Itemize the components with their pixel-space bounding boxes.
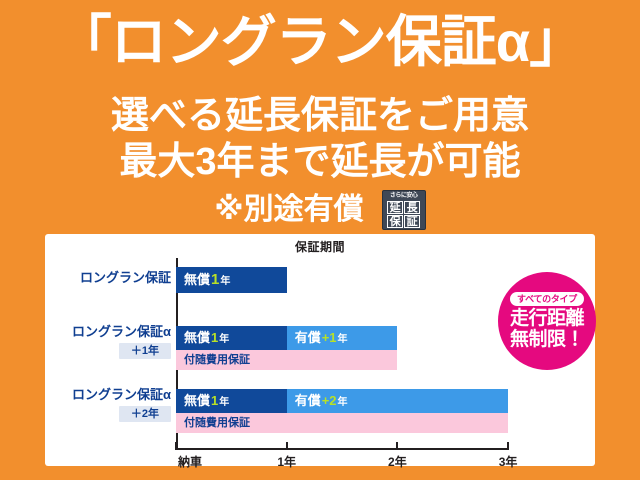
- chart-bar-label: 無償1年: [184, 392, 230, 408]
- x-axis-tick: [175, 442, 177, 450]
- chart-row-label: ロングラン保証α ＋1年: [51, 324, 171, 359]
- chart-bar-segment: 無償1年: [176, 267, 287, 293]
- stamp-cell: 保: [387, 215, 404, 228]
- chart-row-label: ロングラン保証: [51, 270, 171, 286]
- chart-bar-value: +2: [321, 392, 337, 408]
- badge-line: 無制限！: [509, 329, 585, 350]
- chart-bar-label: 有償+2年: [294, 392, 348, 408]
- subtitle-line-1: 選べる延長保証をご用意: [110, 95, 529, 137]
- stamp-top-label: さらに安心: [389, 193, 418, 199]
- stamp-cell: 証: [404, 215, 421, 228]
- badge-pill-label: すべてのタイプ: [510, 292, 584, 306]
- chart-bar-label: 無償1年: [184, 270, 231, 288]
- chart-bar-segment: 無償1年: [176, 326, 287, 350]
- chart-bar-unit: 年: [337, 333, 348, 345]
- extended-warranty-stamp-icon: さらに安心 延 長 保 証: [381, 190, 426, 230]
- chart-bar-value: +1: [321, 329, 337, 345]
- x-axis-tick-label: 納車: [178, 455, 203, 469]
- chart-row-label-main: ロングラン保証α: [72, 324, 171, 339]
- stamp-character-grid: 延 長 保 証: [387, 201, 421, 228]
- chart-bar-label: 無償1年: [184, 329, 230, 345]
- chart-bar-incidental: 付随費用保証: [176, 350, 398, 370]
- chart-bar-value: 1: [211, 329, 219, 345]
- chart-bar-segment: 無償1年: [176, 389, 287, 413]
- chart-title: 保証期間: [294, 240, 345, 254]
- stamp-cell: 長: [404, 201, 421, 214]
- chart-row-label-chip: ＋2年: [118, 406, 171, 422]
- chart-bar-unit: 年: [337, 396, 348, 408]
- x-axis-tick: [507, 442, 510, 450]
- badge-line: 走行距離: [509, 308, 585, 329]
- chart-bar-unit: 年: [220, 275, 231, 287]
- chart-row-label-main: ロングラン保証α: [72, 387, 171, 402]
- status-badge: すべてのタイプ 走行距離 無制限！: [498, 272, 596, 370]
- chart-bar-unit: 年: [219, 333, 230, 345]
- x-axis-tick: [285, 442, 288, 450]
- note-text: ※別途有償: [214, 193, 364, 226]
- chart-bar-value: 1: [211, 392, 219, 408]
- page-title: 「ロングラン保証α」: [55, 10, 585, 73]
- stamp-cell: 延: [387, 201, 404, 214]
- chart-bar-label: 有償+1年: [294, 329, 348, 345]
- note-row: ※別途有償 さらに安心 延 長 保 証: [0, 190, 640, 230]
- chart-bar-incidental-label: 付随費用保証: [184, 416, 250, 429]
- chart-bar-segment: 有償+2年: [286, 389, 509, 413]
- chart-x-axis: [176, 448, 508, 450]
- chart-plot-area: 納車 1年 2年 3年 ロングラン保証 無償1年 ロングラン保証α ＋1年 無償1年 有償+1年付…: [45, 234, 595, 469]
- warranty-chart-panel: 保証期間 納車 1年 2年 3年 ロングラン保証 無償1年 ロングラン保証α ＋1年 無償1年有…: [45, 234, 595, 469]
- chart-row-label-main: ロングラン保証: [79, 270, 171, 285]
- subtitle-line-2: 最大3年まで延長が可能: [119, 141, 521, 183]
- chart-bar-value: 1: [211, 270, 220, 288]
- x-axis-tick-label: 2年: [388, 455, 407, 469]
- chart-bar-unit: 年: [219, 396, 230, 408]
- chart-bar-incidental: 付随費用保証: [176, 413, 509, 433]
- x-axis-tick-label: 3年: [498, 455, 518, 469]
- x-axis-tick-label: 1年: [277, 455, 297, 469]
- chart-row-label: ロングラン保証α ＋2年: [51, 387, 171, 422]
- chart-bar-segment: 有償+1年: [286, 326, 398, 350]
- chart-bar-incidental-label: 付随費用保証: [184, 353, 250, 366]
- x-axis-tick: [396, 442, 399, 450]
- chart-row-label-chip: ＋1年: [118, 343, 171, 359]
